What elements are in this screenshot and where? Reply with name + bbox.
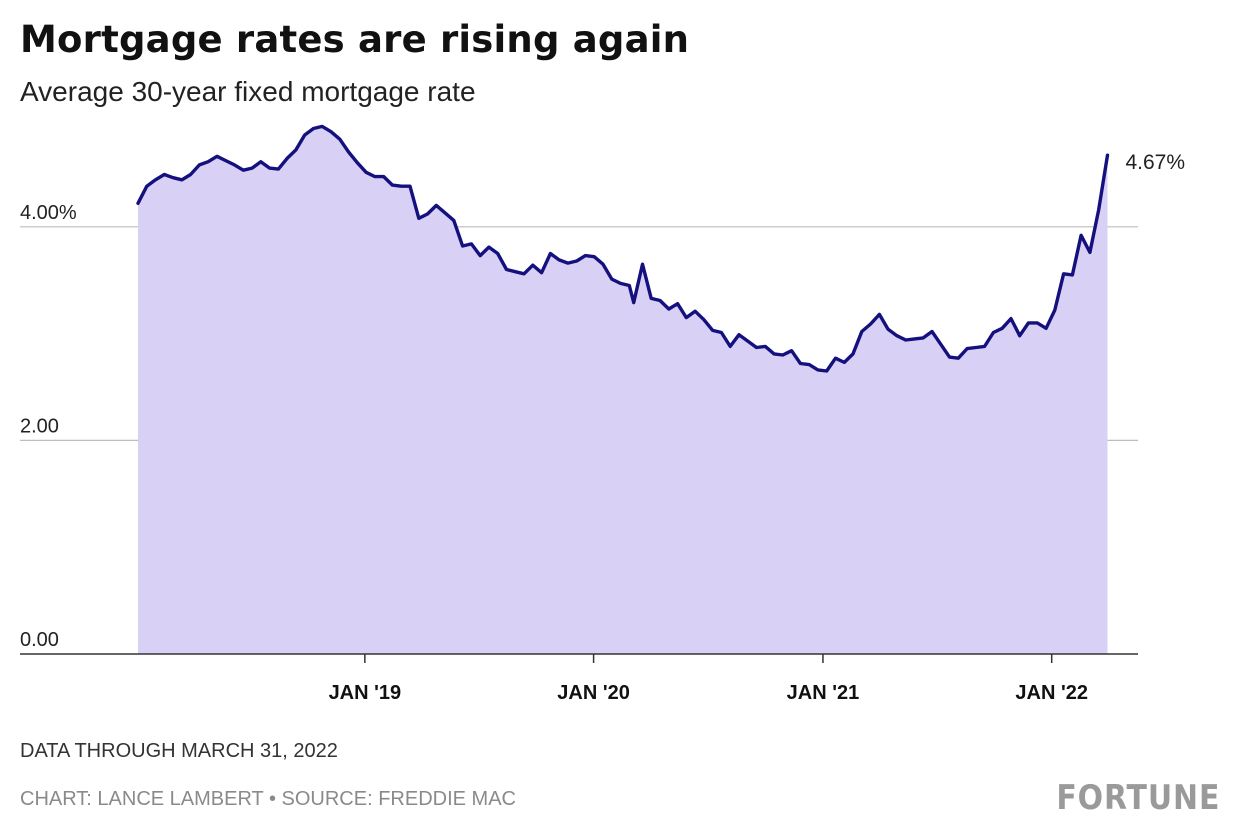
- end-value-label: 4.67%: [1125, 151, 1185, 174]
- chart-title: Mortgage rates are rising again: [20, 18, 690, 61]
- x-tick-label: JAN '19: [329, 682, 402, 704]
- series-line: [136, 124, 1110, 373]
- chart-credit: CHART: LANCE LAMBERT • SOURCE: FREDDIE M…: [20, 788, 516, 810]
- chart-subtitle: Average 30-year fixed mortgage rate: [20, 76, 476, 107]
- y-tick-label: 0.00: [20, 629, 59, 651]
- fortune-logo: FORTUNE: [1056, 778, 1220, 818]
- x-tick-label: JAN '21: [787, 682, 860, 704]
- labels: 0.00 2.00 4.00% JAN '19 JAN '20 JAN '21 JAN '2…: [20, 151, 1185, 704]
- x-tick-label: JAN '20: [557, 682, 630, 704]
- area-fill: [138, 126, 1108, 654]
- x-tick-label: JAN '22: [1015, 682, 1088, 704]
- y-tick-label: 4.00%: [20, 202, 77, 224]
- x-axis: [20, 653, 1138, 663]
- y-tick-label: 2.00: [20, 415, 59, 437]
- data-note: DATA THROUGH MARCH 31, 2022: [20, 740, 338, 762]
